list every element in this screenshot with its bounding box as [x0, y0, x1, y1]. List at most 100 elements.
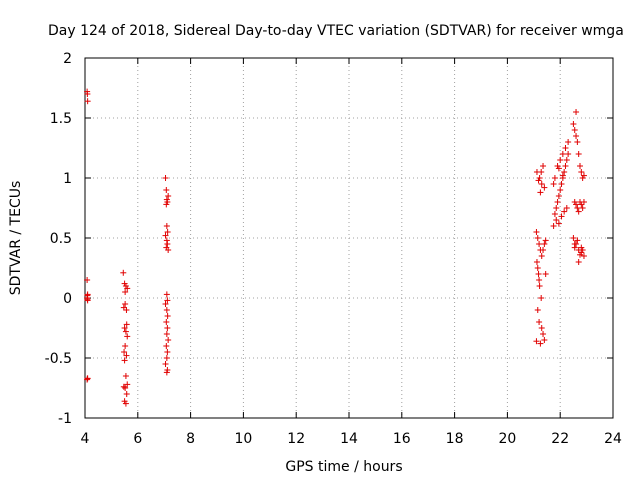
data-point [578, 169, 585, 175]
x-tick-label: 8 [186, 431, 195, 447]
data-point [164, 229, 171, 235]
data-point [540, 163, 547, 169]
data-point [538, 253, 545, 259]
data-point [540, 331, 547, 337]
data-point [562, 145, 569, 151]
x-tick-label: 14 [340, 431, 358, 447]
data-point [574, 205, 581, 211]
data-point [558, 213, 565, 220]
data-point [162, 361, 169, 367]
data-point [538, 295, 545, 301]
x-tick-label: 4 [81, 431, 90, 447]
data-point [535, 177, 542, 184]
y-tick-label: 0 [63, 291, 72, 307]
data-point [163, 355, 170, 361]
axis-tick-labels: 4 6 8 10 12 14 16 18 20 22 24 -1 -0.5 0 0.5 1 1.5 2 [45, 51, 622, 447]
data-point [561, 208, 568, 215]
data-point [554, 199, 561, 205]
x-axis-label: GPS time / hours [285, 459, 402, 475]
data-point [555, 220, 562, 227]
data-point [577, 163, 583, 169]
grid [85, 58, 613, 418]
x-tick-label: 12 [287, 431, 305, 447]
data-point [163, 237, 170, 244]
axis-ticks [84, 57, 614, 419]
data-point [571, 241, 578, 247]
data-point [120, 269, 127, 276]
data-point [163, 201, 170, 208]
data-point [536, 277, 543, 283]
data-point [534, 235, 541, 241]
data-point [580, 253, 587, 259]
data-point [124, 333, 131, 340]
x-tick-label: 18 [446, 431, 464, 447]
data-point [541, 337, 548, 343]
data-point [573, 109, 580, 115]
data-point [165, 247, 172, 253]
data-point [578, 244, 585, 251]
x-tick-label: 24 [604, 431, 622, 447]
data-point [122, 328, 129, 335]
y-tick-label: -0.5 [45, 351, 72, 367]
data-point [580, 199, 587, 205]
data-point [165, 337, 172, 343]
data-point [84, 98, 91, 105]
data-point [122, 301, 129, 307]
data-point [533, 229, 540, 235]
data-point [124, 381, 131, 388]
data-point [84, 375, 91, 382]
data-point [559, 151, 566, 157]
data-point [122, 400, 129, 407]
data-point [541, 184, 548, 191]
data-point [536, 319, 543, 325]
x-tick-label: 22 [551, 431, 569, 447]
data-point [570, 235, 577, 241]
data-point [533, 338, 540, 345]
data-point [565, 139, 572, 145]
data-point [550, 223, 557, 229]
y-tick-label: 1 [63, 171, 72, 187]
data-point [551, 211, 558, 217]
data-point [571, 127, 578, 133]
data-point [557, 187, 564, 193]
data-point [579, 205, 586, 211]
data-point [121, 325, 128, 331]
data-point [84, 376, 91, 383]
data-point [565, 151, 572, 157]
data-point [164, 297, 171, 304]
data-point [121, 349, 128, 355]
data-point [555, 165, 562, 172]
data-point [558, 181, 565, 187]
data-point [577, 251, 583, 258]
data-point [163, 343, 170, 349]
y-tick-label: 0.5 [50, 231, 72, 247]
data-point [534, 307, 541, 313]
data-point [563, 205, 570, 211]
data-point [122, 385, 129, 391]
data-point [563, 157, 570, 163]
y-tick-label: -1 [58, 411, 72, 427]
chart-title: Day 124 of 2018, Sidereal Day-to-day VTE… [48, 23, 624, 39]
data-point [570, 121, 577, 127]
data-point [551, 175, 558, 181]
data-point [541, 241, 548, 247]
data-point [163, 307, 170, 313]
data-point [122, 343, 129, 349]
data-point [562, 163, 569, 169]
data-point [534, 265, 541, 271]
y-tick-label: 1.5 [50, 111, 72, 127]
data-point [533, 169, 540, 175]
y-tick-label: 2 [63, 51, 72, 67]
data-point [557, 157, 564, 163]
data-point [542, 237, 549, 244]
data-point [574, 237, 581, 244]
data-point [163, 291, 170, 298]
data-point [84, 277, 91, 283]
data-point [163, 369, 170, 376]
data-point [122, 289, 129, 295]
data-point [553, 205, 560, 211]
data-point [122, 373, 129, 379]
data-point [573, 133, 580, 139]
data-point [550, 181, 557, 187]
